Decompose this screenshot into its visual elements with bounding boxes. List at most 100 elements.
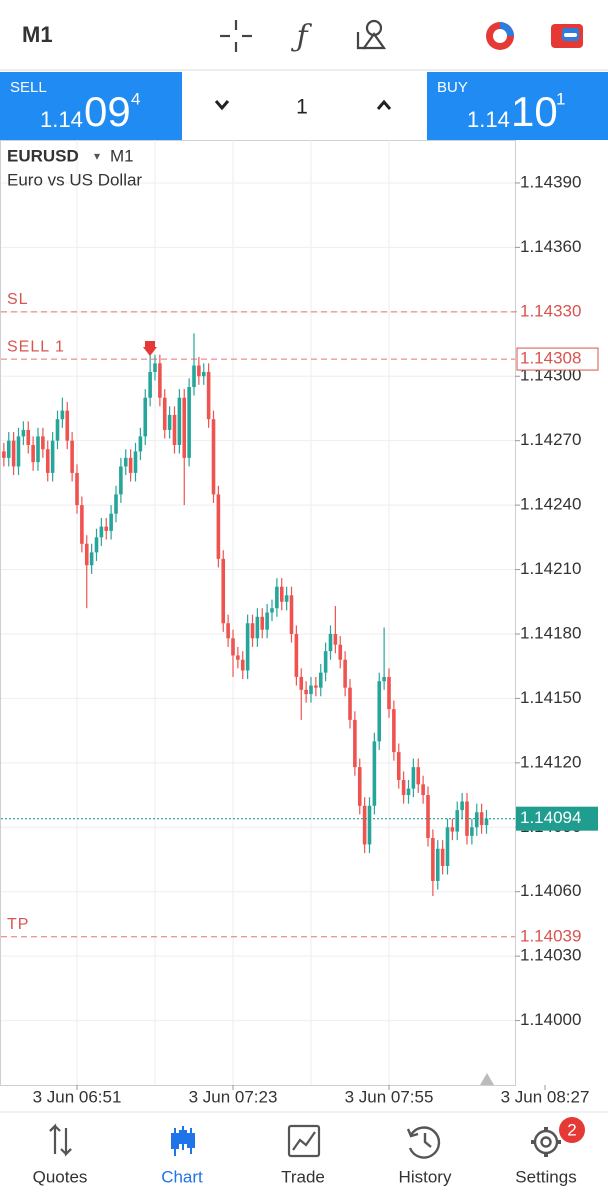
nav-label[interactable]: Quotes xyxy=(33,1167,88,1186)
candle-body xyxy=(187,386,191,458)
candle-body xyxy=(226,623,230,639)
candle-body xyxy=(460,801,464,811)
sell-price-big: 09 xyxy=(84,88,131,135)
candle-body xyxy=(431,838,435,881)
buy-button[interactable] xyxy=(427,72,608,140)
candle-body xyxy=(153,363,157,372)
volume-up[interactable] xyxy=(376,99,392,110)
candle-body xyxy=(211,419,216,495)
plot-frame xyxy=(0,140,516,1086)
candle-body xyxy=(314,685,318,688)
candle-body xyxy=(382,676,386,682)
sell-button[interactable] xyxy=(0,72,182,140)
candle-body xyxy=(11,440,16,467)
quotes-icon[interactable] xyxy=(49,1123,72,1157)
crosshair-icon[interactable] xyxy=(220,20,252,52)
chart-timeframe: M1 xyxy=(110,146,134,165)
candle-body xyxy=(416,767,421,785)
level-name: SL xyxy=(7,291,29,308)
history-icon[interactable] xyxy=(406,1126,441,1159)
candle-body xyxy=(470,827,474,836)
candle-body xyxy=(119,466,123,495)
volume[interactable]: 1 xyxy=(296,96,308,119)
candle-body xyxy=(60,410,65,420)
candle-body xyxy=(396,752,401,781)
candle-body xyxy=(367,805,372,845)
bottom-nav: 2 Quotes Chart Trade History Settings xyxy=(0,1111,608,1186)
y-tick-label: 1.14120 xyxy=(520,752,581,771)
candle-body xyxy=(16,436,21,467)
nav-label[interactable]: Chart xyxy=(161,1167,203,1186)
candle-body xyxy=(294,633,299,677)
candle-body xyxy=(372,741,377,806)
timeframe-button[interactable]: M1 xyxy=(22,22,53,47)
symbol: EURUSD xyxy=(7,146,79,165)
candle-body xyxy=(109,513,113,531)
candle-body xyxy=(192,365,196,387)
candle-body xyxy=(55,419,60,441)
candle-body xyxy=(94,537,99,553)
candle-body xyxy=(421,784,425,796)
y-tick-label: 1.14030 xyxy=(520,946,581,965)
volume-down[interactable] xyxy=(214,100,230,111)
candle-body xyxy=(2,451,6,458)
candle-body xyxy=(216,494,221,559)
candle-body xyxy=(392,709,396,753)
y-tick-label: 1.14360 xyxy=(520,237,581,256)
badge-count: 2 xyxy=(567,1120,576,1139)
candle-body xyxy=(21,429,26,437)
candle-body xyxy=(104,526,109,531)
chart-icon[interactable] xyxy=(171,1126,195,1156)
candle-body xyxy=(426,795,430,839)
settings-icon[interactable] xyxy=(531,1127,561,1157)
sell-price-tail: 4 xyxy=(131,89,140,108)
trade-icon[interactable] xyxy=(287,1124,321,1158)
one-click-icon[interactable] xyxy=(486,22,514,50)
nav-label[interactable]: History xyxy=(399,1167,452,1186)
candle-body xyxy=(455,810,460,832)
candle-body xyxy=(45,449,50,473)
y-tick-label: 1.14390 xyxy=(520,172,581,191)
candle-body xyxy=(338,644,343,660)
nav-label[interactable]: Settings xyxy=(515,1167,576,1186)
candle-body xyxy=(50,440,55,473)
sell-entry-arrow xyxy=(143,341,157,356)
x-tick-label: 3 Jun 07:23 xyxy=(189,1087,278,1106)
candle-body xyxy=(162,397,167,430)
candle-body xyxy=(41,436,45,450)
candle-body xyxy=(328,633,333,652)
candle-body xyxy=(128,457,133,473)
candle-body xyxy=(99,526,104,538)
level-name: TP xyxy=(7,916,29,933)
candle-body xyxy=(70,440,74,473)
candle-body xyxy=(284,595,289,602)
candle-body xyxy=(362,805,367,845)
objects-icon[interactable] xyxy=(356,19,387,50)
candle-body xyxy=(435,848,440,881)
candle-body xyxy=(387,676,391,710)
symbol-dropdown[interactable]: ▾ xyxy=(94,149,100,163)
candle-body xyxy=(357,767,362,806)
candle-body xyxy=(221,558,226,624)
chart: SL SELL 1 TP EURUSD ▾ M1 Euro vs US Dollar… xyxy=(0,140,599,1106)
candle-body xyxy=(133,451,138,473)
candle-body xyxy=(123,457,128,467)
y-tick-label: 1.14240 xyxy=(520,495,581,514)
account-icon[interactable] xyxy=(551,24,583,48)
trade-panel: SELL 1.14 09 4 1 BUY 1.14 10 1 xyxy=(0,72,608,140)
buy-price-tail: 1 xyxy=(556,89,565,108)
sell-price-head: 1.14 xyxy=(40,107,83,132)
candle-body xyxy=(299,676,304,690)
nav-label[interactable]: Trade xyxy=(281,1167,325,1186)
y-tick-label: 1.14060 xyxy=(520,881,581,900)
notification-badge xyxy=(559,1117,585,1143)
level-price: 1.14308 xyxy=(520,349,581,368)
scroll-marker[interactable] xyxy=(480,1073,494,1085)
candle-body xyxy=(450,827,455,832)
indicators-icon[interactable]: ƒ xyxy=(290,19,312,54)
candle-body xyxy=(401,780,406,796)
candle-body xyxy=(158,363,162,398)
y-tick-label: 1.14000 xyxy=(520,1010,581,1029)
bid-price-box xyxy=(516,806,598,831)
